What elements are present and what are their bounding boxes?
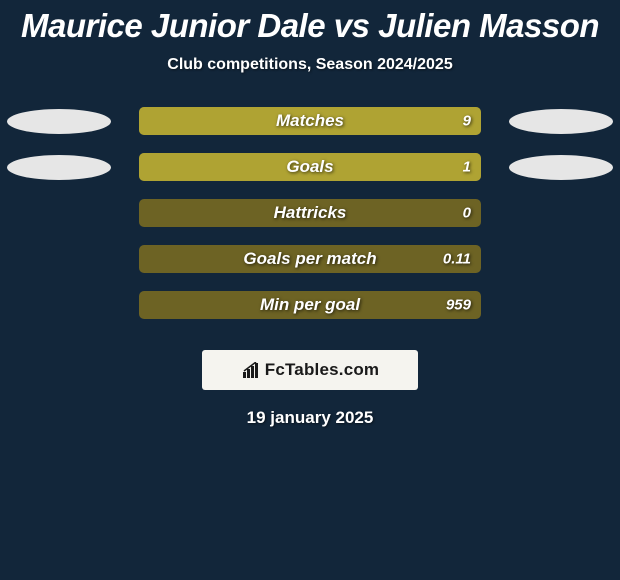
stat-bar: Matches9 (139, 107, 481, 135)
stat-bar: Goals1 (139, 153, 481, 181)
footer-date: 19 january 2025 (0, 408, 620, 428)
chart-icon (241, 362, 261, 378)
stat-label: Goals (139, 157, 481, 177)
stat-label: Goals per match (139, 249, 481, 269)
stat-bar: Hattricks0 (139, 199, 481, 227)
stat-value: 0 (463, 205, 471, 222)
stat-row: Hattricks0 (0, 190, 620, 236)
stat-row: Goals1 (0, 144, 620, 190)
stat-label: Min per goal (139, 295, 481, 315)
stat-label: Matches (139, 111, 481, 131)
stat-value: 959 (446, 297, 471, 314)
branding-box: FcTables.com (202, 350, 418, 390)
stat-bar: Min per goal959 (139, 291, 481, 319)
stat-bar: Goals per match0.11 (139, 245, 481, 273)
stat-value: 1 (463, 159, 471, 176)
page-subtitle: Club competitions, Season 2024/2025 (0, 56, 620, 74)
right-ellipse (509, 109, 613, 134)
branding-text: FcTables.com (265, 360, 380, 380)
stat-row: Matches9 (0, 98, 620, 144)
left-ellipse (7, 109, 111, 134)
stat-label: Hattricks (139, 203, 481, 223)
page-title: Maurice Junior Dale vs Julien Masson (0, 8, 620, 44)
right-ellipse (509, 155, 613, 180)
left-ellipse (7, 155, 111, 180)
stats-area: Matches9Goals1Hattricks0Goals per match0… (0, 98, 620, 328)
stat-row: Min per goal959 (0, 282, 620, 328)
stat-row: Goals per match0.11 (0, 236, 620, 282)
stat-value: 0.11 (443, 251, 471, 268)
infographic-container: Maurice Junior Dale vs Julien Masson Clu… (0, 0, 620, 428)
stat-value: 9 (463, 113, 471, 130)
